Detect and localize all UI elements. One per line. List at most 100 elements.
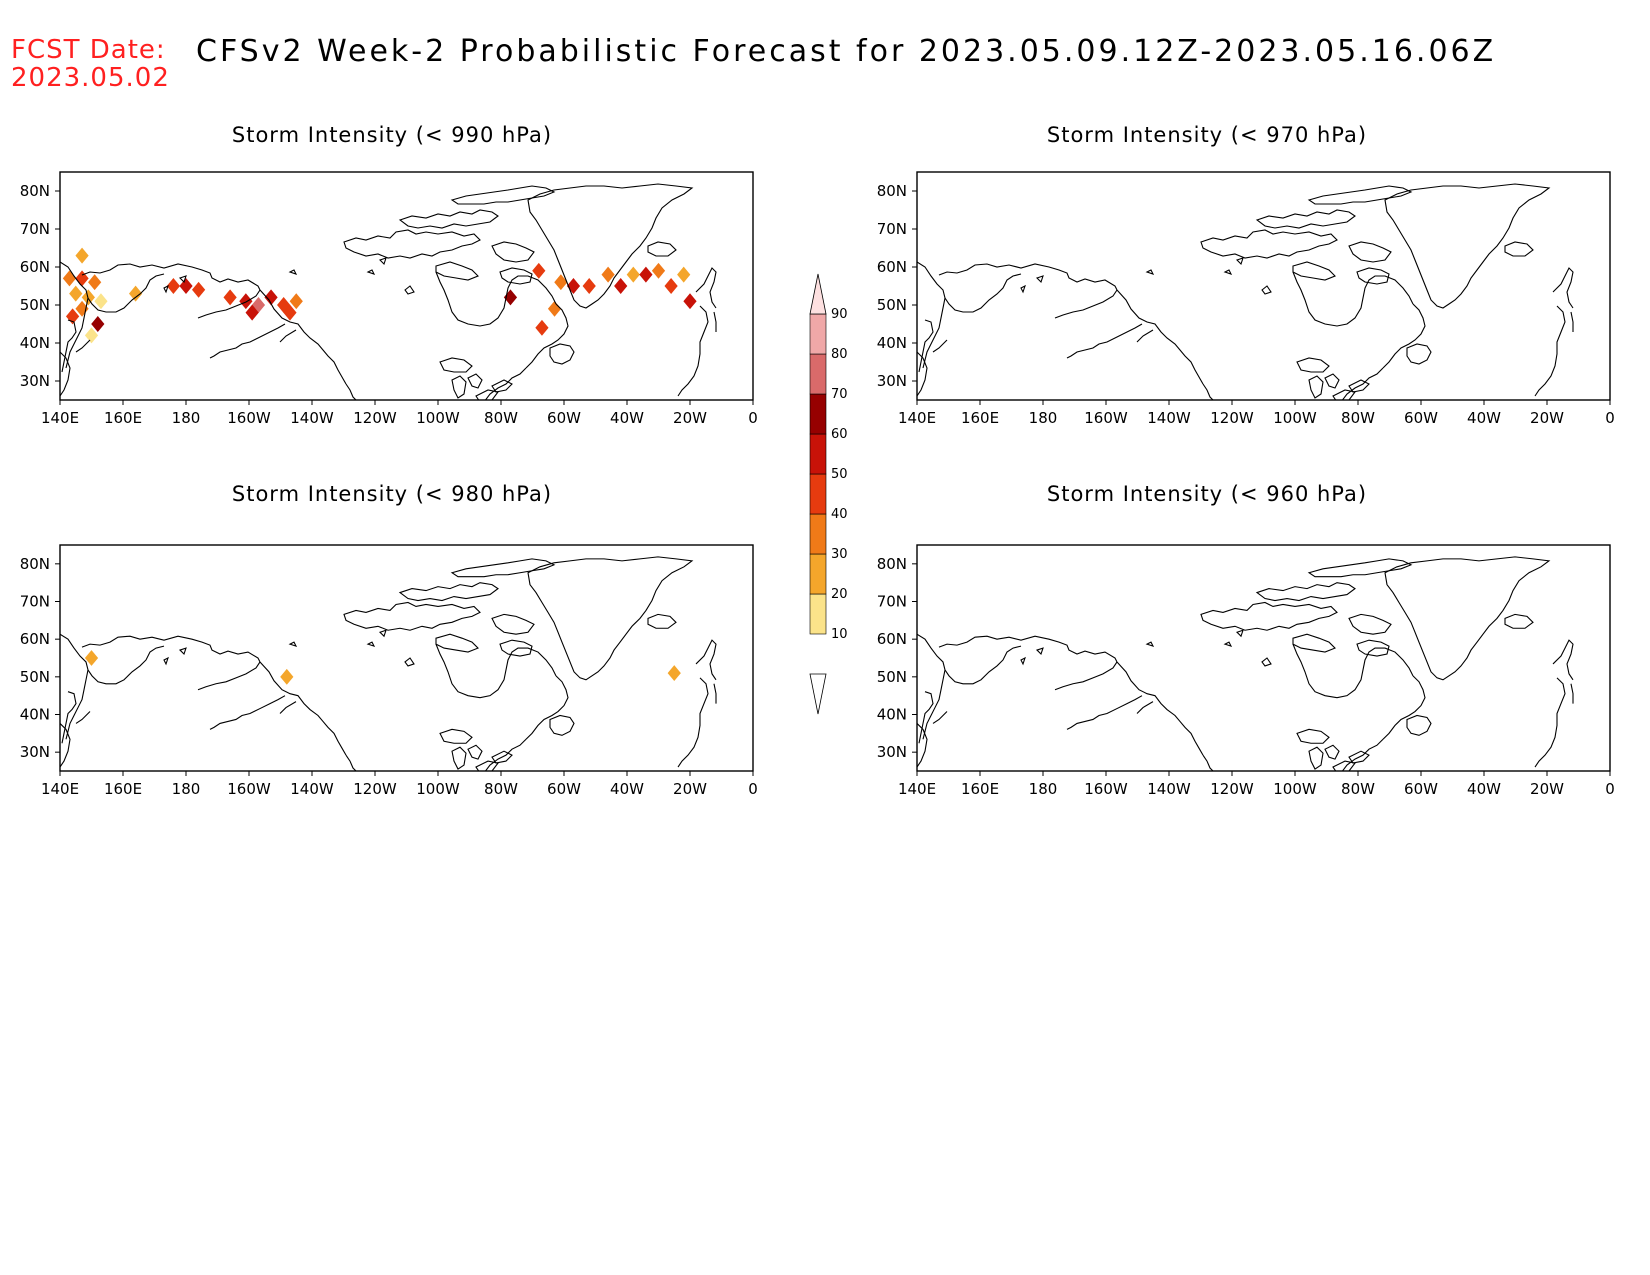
colorbar-segment	[809, 313, 827, 355]
map-frame	[59, 171, 754, 401]
lat-tick-label: 30N	[877, 372, 907, 390]
lon-tick-label: 80W	[484, 780, 518, 798]
lon-tick-label: 140E	[898, 780, 936, 798]
map-frame	[916, 544, 1611, 772]
lat-tick-label: 80N	[20, 555, 50, 573]
map-990: 140E 160E 180 160W 140W 120W 100W 80W 60W 40W 20W 0…	[20, 171, 758, 427]
lon-tick-label: 140E	[898, 409, 936, 427]
probability-cell	[75, 270, 89, 287]
lat-tick-label: 60N	[20, 258, 50, 276]
probability-cell	[289, 293, 303, 310]
lon-tick-label: 180	[172, 780, 201, 798]
coastline	[917, 183, 1574, 400]
colorbar-segment	[809, 473, 827, 515]
panel-title-970: Storm Intensity (< 970 hPa)	[1046, 123, 1368, 147]
lat-tick-label: 80N	[877, 182, 907, 200]
probability-cell	[651, 262, 666, 279]
lon-tick-label: 80W	[1341, 780, 1375, 798]
probability-cell	[75, 300, 89, 317]
lat-tick-label: 50N	[20, 296, 50, 314]
lat-tick-label: 40N	[20, 334, 50, 352]
probability-cell	[277, 297, 291, 313]
lat-tick-label: 40N	[877, 706, 907, 724]
probability-cell	[166, 278, 181, 294]
lon-tick-label: 20W	[1530, 780, 1564, 798]
probability-cell	[677, 266, 691, 283]
colorbar-legend: 10 20 30 40 50 60 70 80 90	[809, 273, 848, 715]
colorbar-tick-label: 50	[831, 467, 848, 482]
page-title: CFSv2 Week-2 Probabilistic Forecast for …	[196, 34, 1497, 69]
lon-tick-label: 80W	[1341, 409, 1375, 427]
colorbar-cap	[809, 273, 827, 315]
probability-cell	[683, 293, 697, 310]
probability-cell	[223, 289, 237, 306]
probability-cell	[664, 278, 678, 294]
lon-tick-label: 0	[1605, 409, 1615, 427]
probability-field	[84, 650, 681, 685]
lon-tick-label: 40W	[610, 409, 644, 427]
lon-tick-label: 0	[748, 409, 758, 427]
colorbar-segment	[809, 433, 827, 475]
lon-tick-label: 160E	[961, 780, 999, 798]
lon-tick-label: 60W	[1404, 409, 1438, 427]
probability-cell	[62, 270, 77, 287]
lon-tick-label: 120W	[353, 780, 397, 798]
probability-cell	[639, 266, 653, 283]
colorbar-tick-label: 80	[831, 347, 848, 362]
lon-tick-label: 60W	[547, 780, 581, 798]
coastline	[60, 556, 717, 771]
map-frame	[916, 171, 1611, 401]
lat-tick-label: 60N	[877, 258, 907, 276]
lat-tick-label: 60N	[20, 630, 50, 648]
lon-tick-label: 100W	[1273, 780, 1317, 798]
lat-tick-label: 70N	[877, 220, 907, 238]
lat-tick-label: 50N	[877, 296, 907, 314]
lon-tick-label: 60W	[1404, 780, 1438, 798]
probability-cell	[582, 278, 596, 294]
lat-tick-label: 80N	[20, 182, 50, 200]
probability-cell	[88, 274, 102, 291]
coastline	[60, 183, 717, 400]
lon-tick-label: 100W	[1273, 409, 1317, 427]
colorbar-segment	[809, 353, 827, 395]
panel-title-960: Storm Intensity (< 960 hPa)	[1046, 482, 1368, 506]
probability-cell	[94, 293, 108, 310]
lon-tick-label: 0	[748, 780, 758, 798]
lat-tick-label: 50N	[877, 668, 907, 686]
lon-tick-label: 0	[1605, 780, 1615, 798]
colorbar-tick-label: 10	[831, 627, 848, 642]
lat-tick-label: 30N	[877, 743, 907, 761]
lat-tick-label: 70N	[877, 593, 907, 611]
probability-cell	[626, 266, 640, 283]
lon-tick-label: 160E	[961, 409, 999, 427]
lon-tick-label: 160W	[1084, 409, 1128, 427]
probability-cell	[280, 668, 294, 685]
probability-cell	[65, 308, 80, 325]
lon-tick-label: 20W	[673, 780, 707, 798]
lon-tick-label: 160W	[1084, 780, 1128, 798]
lon-tick-label: 120W	[1210, 409, 1254, 427]
colorbar-tick-label: 40	[831, 507, 848, 522]
lon-tick-label: 140W	[1147, 780, 1191, 798]
colorbar-segment	[809, 513, 827, 555]
colorbar-tick-label: 60	[831, 427, 848, 442]
lon-tick-label: 160W	[227, 780, 271, 798]
probability-cell	[128, 285, 143, 302]
map-frame	[59, 544, 754, 772]
lon-tick-label: 100W	[416, 780, 460, 798]
probability-cell	[84, 327, 99, 344]
lat-tick-label: 70N	[20, 593, 50, 611]
colorbar-cap	[809, 673, 827, 715]
probability-cell	[535, 319, 549, 336]
probability-cell	[91, 316, 105, 332]
lon-tick-label: 40W	[1467, 780, 1501, 798]
lon-tick-label: 180	[172, 409, 201, 427]
lon-tick-label: 140W	[290, 780, 334, 798]
coastline	[917, 556, 1574, 771]
probability-cell	[532, 262, 546, 279]
lat-tick-label: 30N	[20, 372, 50, 390]
lon-tick-label: 100W	[416, 409, 460, 427]
probability-cell	[75, 247, 89, 264]
lat-tick-label: 50N	[20, 668, 50, 686]
